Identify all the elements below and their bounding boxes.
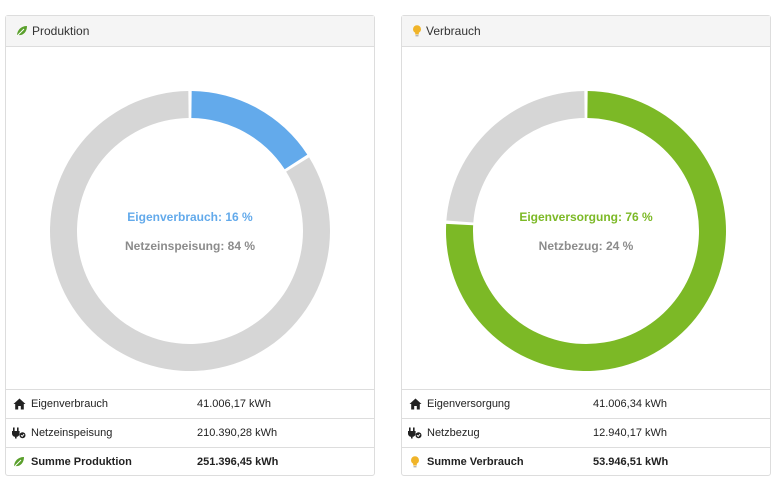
production-title: Produktion (32, 24, 90, 38)
row-label: Summe Produktion (31, 456, 132, 468)
production-chart: Eigenverbrauch: 16 % Netzeinspeisung: 84… (6, 47, 374, 389)
row-value: 251.396,45 kWh (197, 456, 279, 468)
plug-icon (408, 426, 422, 440)
consumption-chart: Eigenversorgung: 76 % Netzbezug: 24 % (402, 47, 770, 389)
row-value: 41.006,34 kWh (593, 398, 667, 410)
production-primary-label: Eigenverbrauch: 16 % (127, 210, 253, 224)
row-label: Eigenversorgung (427, 398, 511, 410)
consumption-donut-chart (446, 91, 726, 372)
consumption-secondary-label: Netzbezug: 24 % (538, 239, 634, 253)
consumption-stats-table: Eigenversorgung 41.006,34 kWh Netzbezug … (402, 389, 770, 476)
home-icon (12, 397, 26, 411)
lightbulb-icon (408, 455, 422, 469)
stats-row-netzbezug: Netzbezug 12.940,17 kWh (402, 418, 770, 447)
stats-row-summe-verbrauch: Summe Verbrauch 53.946,51 kWh (402, 447, 770, 476)
lightbulb-icon (413, 25, 421, 37)
consumption-secondary-slice (446, 91, 585, 223)
leaf-icon (12, 455, 26, 469)
leaf-icon (16, 26, 27, 37)
consumption-title: Verbrauch (426, 24, 481, 38)
stats-row-summe-produktion: Summe Produktion 251.396,45 kWh (6, 447, 374, 476)
consumption-panel-header: Verbrauch (402, 16, 770, 47)
row-label: Netzbezug (427, 427, 480, 439)
stats-row-eigenversorgung: Eigenversorgung 41.006,34 kWh (402, 389, 770, 418)
home-icon (408, 397, 422, 411)
row-value: 12.940,17 kWh (593, 427, 667, 439)
production-panel: Produktion Eigenverbrauch: 16 % Netzeins… (5, 15, 375, 476)
production-primary-slice (191, 91, 308, 170)
plug-icon (12, 426, 26, 440)
consumption-primary-label: Eigenversorgung: 76 % (519, 210, 653, 224)
stats-row-eigenverbrauch: Eigenverbrauch 41.006,17 kWh (6, 389, 374, 418)
production-secondary-label: Netzeinspeisung: 84 % (124, 239, 256, 253)
production-donut-chart (49, 91, 331, 372)
row-value: 210.390,28 kWh (197, 427, 278, 439)
consumption-panel: Verbrauch Eigenversorgung: 76 % Netzbezu… (401, 15, 771, 476)
row-label: Netzeinspeisung (31, 427, 113, 439)
row-label: Eigenverbrauch (31, 398, 109, 410)
production-panel-header: Produktion (6, 16, 374, 47)
production-stats-table: Eigenverbrauch 41.006,17 kWh Netzeinspei… (6, 389, 374, 476)
row-label: Summe Verbrauch (427, 456, 524, 468)
row-value: 53.946,51 kWh (593, 456, 669, 468)
stats-row-netzeinspeisung: Netzeinspeisung 210.390,28 kWh (6, 418, 374, 447)
row-value: 41.006,17 kWh (197, 398, 271, 410)
